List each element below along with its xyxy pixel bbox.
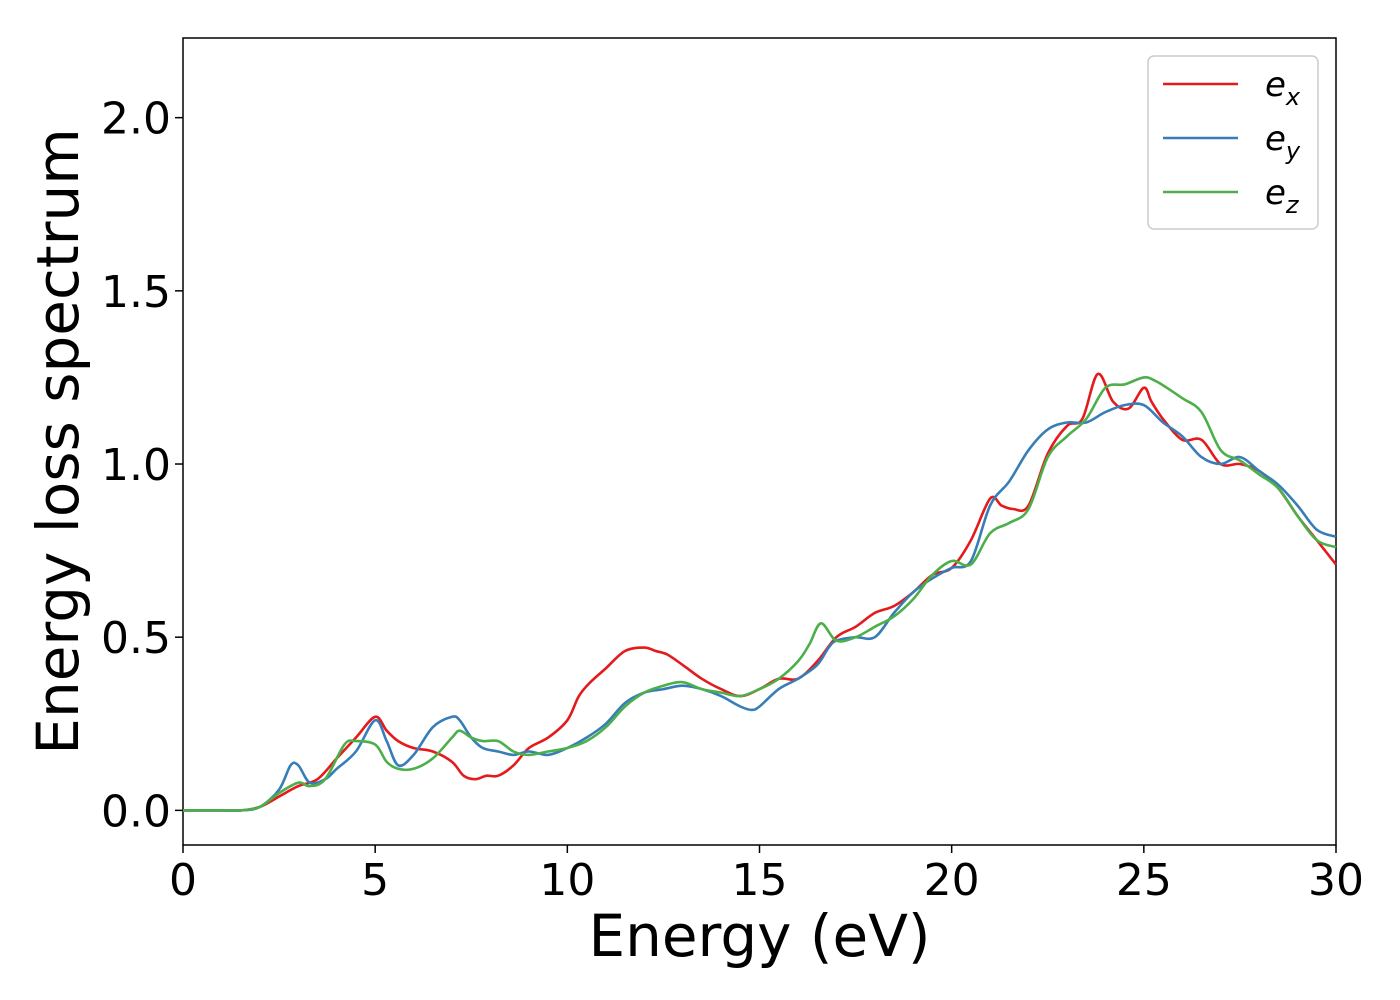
x-axis-title: Energy (eV) [588, 902, 930, 970]
y-tick-label: 2.0 [101, 94, 171, 145]
y-axis-title: Energy loss spectrum [24, 128, 92, 754]
series-line-y [183, 402, 1337, 812]
series-line-z [183, 376, 1337, 812]
y-tick-label: 1.0 [101, 440, 171, 491]
y-tick-label: 0.5 [101, 613, 171, 664]
legend-label-subscript: x [1285, 83, 1301, 111]
x-tick-label: 30 [1308, 855, 1364, 906]
y-tick-label: 1.5 [101, 267, 171, 318]
x-tick-label: 5 [361, 855, 389, 906]
x-tick-label: 25 [1116, 855, 1172, 906]
x-axis: 0 5 10 15 20 25 30 [169, 845, 1364, 906]
x-tick-label: 20 [924, 855, 980, 906]
legend-label-base: e [1265, 65, 1286, 105]
legend-label-x: ex [1265, 65, 1301, 111]
y-tick-label: 0.0 [101, 786, 171, 837]
legend-label-base: e [1265, 119, 1286, 159]
x-tick-label: 10 [539, 855, 595, 906]
x-tick-label: 15 [732, 855, 788, 906]
legend-label-subscript: y [1285, 137, 1301, 165]
legend-label-z: ez [1265, 173, 1300, 219]
y-axis: 0.0 0.5 1.0 1.5 2.0 [101, 94, 183, 837]
x-tick-label: 0 [169, 855, 197, 906]
legend-label-subscript: z [1285, 191, 1300, 219]
legend-label-y: ey [1265, 119, 1301, 165]
series-line-x [183, 372, 1338, 812]
legend-box [1147, 55, 1319, 230]
legend-label-base: e [1265, 173, 1286, 213]
series-lines [183, 372, 1338, 812]
